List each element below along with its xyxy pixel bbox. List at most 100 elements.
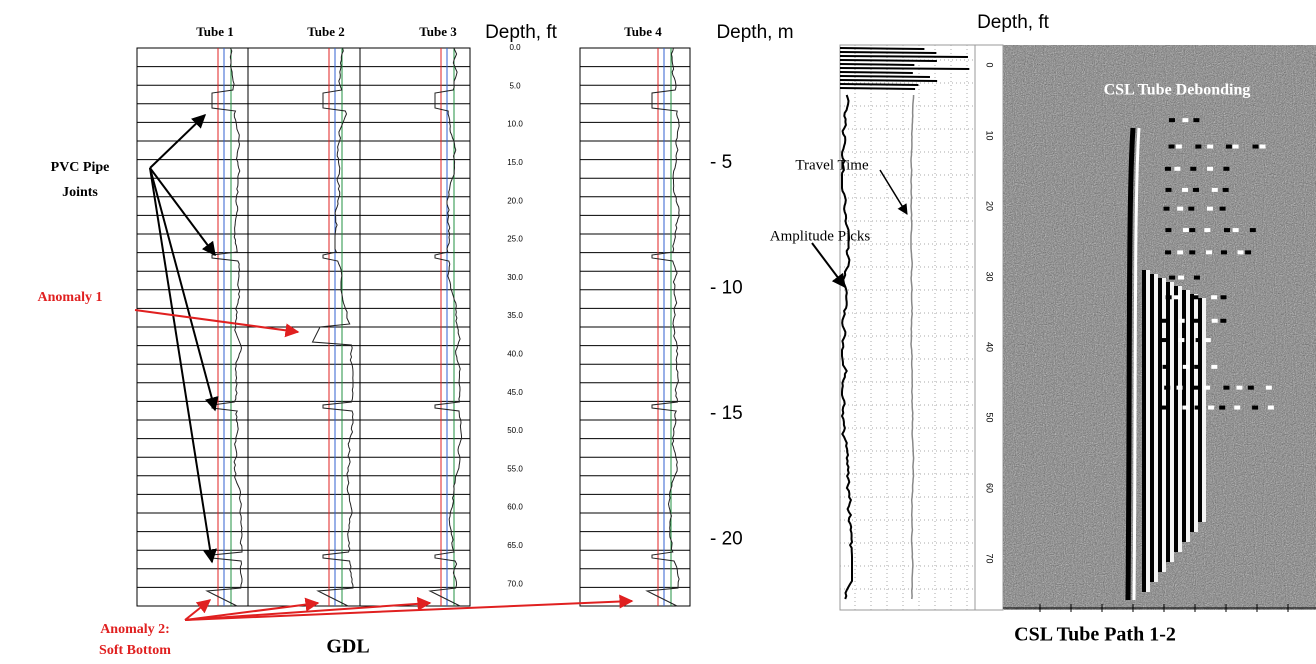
debond-dash	[1223, 385, 1230, 390]
debond-dash	[1192, 187, 1199, 192]
debond-dash	[1259, 144, 1266, 149]
caption: GDL	[326, 636, 369, 658]
debond-dash	[1165, 228, 1172, 233]
debond-dash	[1219, 405, 1226, 410]
debond-dash	[1182, 405, 1189, 410]
depth-m-label: - 20	[710, 529, 743, 550]
debond-dash	[1194, 364, 1201, 369]
noise-line	[839, 75, 930, 78]
arrow	[184, 594, 634, 621]
debond-dash	[1211, 295, 1218, 300]
depth-ft-label: 25.0	[507, 235, 523, 244]
depth-ft-label: 45.0	[507, 388, 523, 397]
arrow	[149, 114, 207, 169]
noise-line	[839, 55, 968, 58]
depth-m-label: - 5	[710, 152, 732, 173]
debond-dash	[1160, 405, 1167, 410]
debond-dash	[1192, 385, 1199, 390]
depth-ft-label: 60.0	[507, 503, 523, 512]
depth-ft-label: 0.0	[509, 43, 521, 52]
debond-dash	[1224, 228, 1231, 233]
depth-ft-label: 5.0	[509, 81, 521, 90]
depth-m-label: - 10	[710, 278, 743, 299]
depth-label: 0	[985, 62, 995, 67]
debond-dash	[1245, 250, 1252, 255]
debond-dash	[1207, 166, 1214, 171]
annotation: Anomaly 1	[38, 290, 103, 305]
depth-ft-label: 35.0	[507, 311, 523, 320]
stripe	[1170, 282, 1174, 562]
debond-dash	[1169, 275, 1176, 280]
stripe	[1194, 294, 1198, 532]
annotation: Joints	[62, 185, 98, 200]
debond-dash	[1236, 385, 1243, 390]
debond-dash	[1182, 118, 1189, 123]
debond-dash	[1252, 144, 1259, 149]
arrow	[149, 167, 217, 564]
log-trace	[428, 47, 463, 607]
annotation: Soft Bottom	[99, 643, 171, 658]
stripe	[1174, 286, 1178, 552]
depth-label: 20	[985, 201, 995, 211]
debond-dash	[1164, 385, 1171, 390]
debond-dash	[1219, 206, 1226, 211]
stripe	[1202, 298, 1206, 522]
debond-dash	[1247, 385, 1254, 390]
tube-label: Tube 4	[624, 24, 662, 39]
debond-dash	[1207, 144, 1214, 149]
annotation: Amplitude Picks	[770, 228, 871, 244]
caption: CSL Tube Path 1-2	[1014, 624, 1176, 646]
debond-dash	[1164, 166, 1171, 171]
noise-line	[839, 83, 919, 86]
arrow	[811, 242, 846, 289]
depth-m-label: - 15	[710, 403, 743, 424]
debond-dash	[1189, 228, 1196, 233]
debond-dash	[1176, 385, 1183, 390]
depth-ft-label: 40.0	[507, 350, 523, 359]
debond-dash	[1206, 206, 1213, 211]
debond-dash	[1249, 228, 1256, 233]
debond-dash	[1237, 250, 1244, 255]
debond-dash	[1163, 206, 1170, 211]
stripe	[1150, 274, 1154, 582]
debond-dash	[1178, 275, 1185, 280]
debond-dash	[1177, 250, 1184, 255]
depth-ft-label: 15.0	[507, 158, 523, 167]
stripe	[1158, 278, 1162, 572]
arrow	[149, 167, 216, 257]
depth-ft-label: 50.0	[507, 426, 523, 435]
debond-dash	[1220, 295, 1227, 300]
debond-dash	[1165, 187, 1172, 192]
depth-ft-label: 65.0	[507, 541, 523, 550]
debond-dash	[1252, 405, 1259, 410]
noise-line	[839, 51, 937, 54]
debond-dash	[1204, 385, 1211, 390]
log-trace	[311, 47, 354, 607]
debond-dash	[1267, 405, 1274, 410]
depth-ft-label: 30.0	[507, 273, 523, 282]
depth-header: Depth, ft	[977, 12, 1050, 33]
arrow	[149, 167, 219, 412]
depth-label: 40	[985, 342, 995, 352]
stripe	[1198, 298, 1202, 522]
first-arrival-edge	[1132, 127, 1141, 601]
debond-dash	[1165, 250, 1172, 255]
debond-dash	[1188, 206, 1195, 211]
tube-label: Tube 2	[307, 24, 344, 39]
stripe	[1166, 282, 1170, 562]
depth-ft-label: 10.0	[507, 120, 523, 129]
debond-dash	[1182, 228, 1189, 233]
debond-dash	[1204, 228, 1211, 233]
debond-dash	[1220, 250, 1227, 255]
log-trace	[205, 47, 243, 607]
arrows	[134, 114, 908, 621]
stripe	[1162, 278, 1166, 572]
debond-dash	[1182, 364, 1189, 369]
debond-dash	[1162, 364, 1169, 369]
debond-dash	[1206, 250, 1213, 255]
debond-dash	[1190, 166, 1197, 171]
debond-dash	[1168, 118, 1175, 123]
debond-dash	[1178, 318, 1185, 323]
debond-dash	[1234, 405, 1241, 410]
